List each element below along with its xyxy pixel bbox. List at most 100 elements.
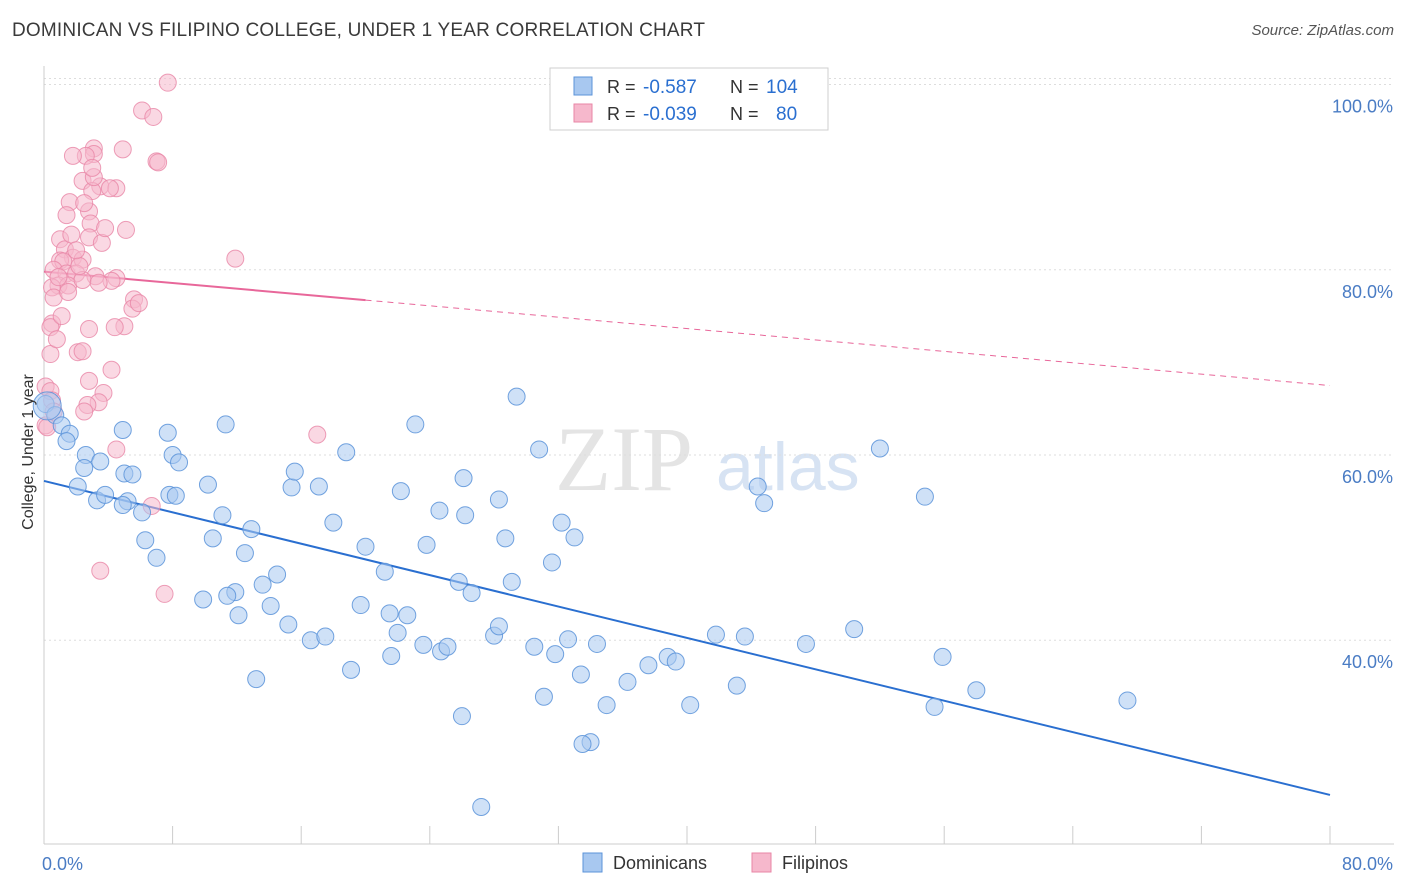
bottom-legend-label-filipinos: Filipinos <box>782 853 848 873</box>
point-filipinos <box>226 249 245 268</box>
point-dominicans <box>203 529 222 548</box>
stats-legend: R = -0.587 N = 104 R = -0.039 N = 80 <box>549 67 829 131</box>
point-dominicans <box>216 415 235 434</box>
point-filipinos <box>89 273 108 292</box>
bottom-legend: Dominicans Filipinos <box>582 852 848 873</box>
point-dominicans <box>573 734 592 753</box>
point-dominicans <box>454 469 473 488</box>
y-tick-label: 60.0% <box>1342 467 1393 487</box>
point-dominicans <box>136 531 155 550</box>
point-filipinos <box>155 584 174 603</box>
x-tick-label: 80.0% <box>1342 854 1393 874</box>
point-dominicans <box>587 634 606 653</box>
point-dominicans <box>925 697 944 716</box>
point-dominicans <box>147 548 166 567</box>
point-filipinos <box>62 225 81 244</box>
point-dominicans <box>845 620 864 639</box>
point-dominicans <box>417 535 436 554</box>
legend-n-label-filipinos: N = <box>730 104 759 124</box>
point-dominicans <box>618 672 637 691</box>
point-filipinos <box>67 241 86 260</box>
point-dominicans <box>915 487 934 506</box>
point-dominicans <box>796 634 815 653</box>
point-dominicans <box>282 478 301 497</box>
point-dominicans <box>727 676 746 695</box>
point-filipinos <box>49 268 68 287</box>
source-label: Source: ZipAtlas.com <box>1251 22 1394 39</box>
y-tick-label: 80.0% <box>1342 282 1393 302</box>
point-dominicans <box>375 562 394 581</box>
point-dominicans <box>380 604 399 623</box>
point-filipinos <box>100 179 119 198</box>
point-dominicans <box>870 439 889 458</box>
watermark-atlas: atlas <box>716 429 860 505</box>
legend-r-label-filipinos: R = <box>607 104 636 124</box>
point-dominicans <box>351 596 370 615</box>
point-dominicans <box>507 387 526 406</box>
x-tick-label: 0.0% <box>42 854 83 874</box>
point-filipinos <box>92 233 111 252</box>
point-dominicans <box>158 423 177 442</box>
point-dominicans <box>430 501 449 520</box>
point-dominicans <box>452 707 471 726</box>
point-filipinos <box>59 282 78 301</box>
point-dominicans <box>342 660 361 679</box>
point-dominicans <box>597 696 616 715</box>
legend-r-value-dominicans: -0.587 <box>643 77 697 98</box>
point-dominicans <box>546 645 565 664</box>
point-dominicans <box>279 615 298 634</box>
point-dominicans <box>639 656 658 675</box>
point-dominicans <box>706 625 725 644</box>
point-dominicans <box>542 553 561 572</box>
trend-line-dominicans-solid <box>43 479 1331 796</box>
point-filipinos <box>116 220 135 239</box>
point-filipinos <box>308 425 327 444</box>
point-filipinos <box>41 345 60 364</box>
point-filipinos <box>158 73 177 92</box>
point-dominicans <box>382 646 401 665</box>
point-dominicans <box>438 637 457 656</box>
point-dominicans <box>123 465 142 484</box>
points-filipinos <box>36 73 327 603</box>
point-dominicans <box>456 506 475 525</box>
legend-r-value-filipinos: -0.039 <box>643 104 697 125</box>
point-dominicans <box>489 490 508 509</box>
point-filipinos <box>144 107 163 126</box>
point-filipinos <box>75 402 94 421</box>
point-filipinos <box>149 153 168 172</box>
trend-lines <box>43 270 1331 796</box>
point-dominicans <box>309 477 328 496</box>
watermark-zip: ZIP <box>555 408 693 510</box>
point-filipinos <box>80 320 99 339</box>
point-filipinos <box>52 307 71 326</box>
point-dominicans <box>748 477 767 496</box>
y-tick-label: 100.0% <box>1332 97 1393 117</box>
point-dominicans <box>75 458 94 477</box>
point-dominicans <box>933 647 952 666</box>
legend-swatch-dominicans <box>573 76 593 96</box>
point-dominicans <box>391 482 410 501</box>
point-filipinos <box>63 146 82 165</box>
point-filipinos <box>113 140 132 159</box>
point-filipinos <box>91 561 110 580</box>
point-filipinos <box>75 194 94 213</box>
legend-swatch-filipinos <box>573 103 593 123</box>
point-dominicans <box>247 670 266 689</box>
point-dominicans <box>229 606 248 625</box>
y-tick-label: 40.0% <box>1342 652 1393 672</box>
point-dominicans <box>967 681 986 700</box>
point-dominicans <box>194 590 213 609</box>
legend-n-value-filipinos: 80 <box>776 104 797 125</box>
y-axis-label: College, Under 1 year <box>20 374 37 530</box>
point-dominicans <box>218 586 237 605</box>
legend-n-value-dominicans: 104 <box>766 77 798 98</box>
point-dominicans <box>57 432 76 451</box>
point-dominicans <box>68 477 87 496</box>
point-dominicans <box>559 630 578 649</box>
point-dominicans-large <box>32 391 62 421</box>
point-dominicans <box>565 528 584 547</box>
point-filipinos <box>102 360 121 379</box>
point-filipinos <box>80 371 99 390</box>
point-filipinos <box>57 206 76 225</box>
point-dominicans <box>525 637 544 656</box>
